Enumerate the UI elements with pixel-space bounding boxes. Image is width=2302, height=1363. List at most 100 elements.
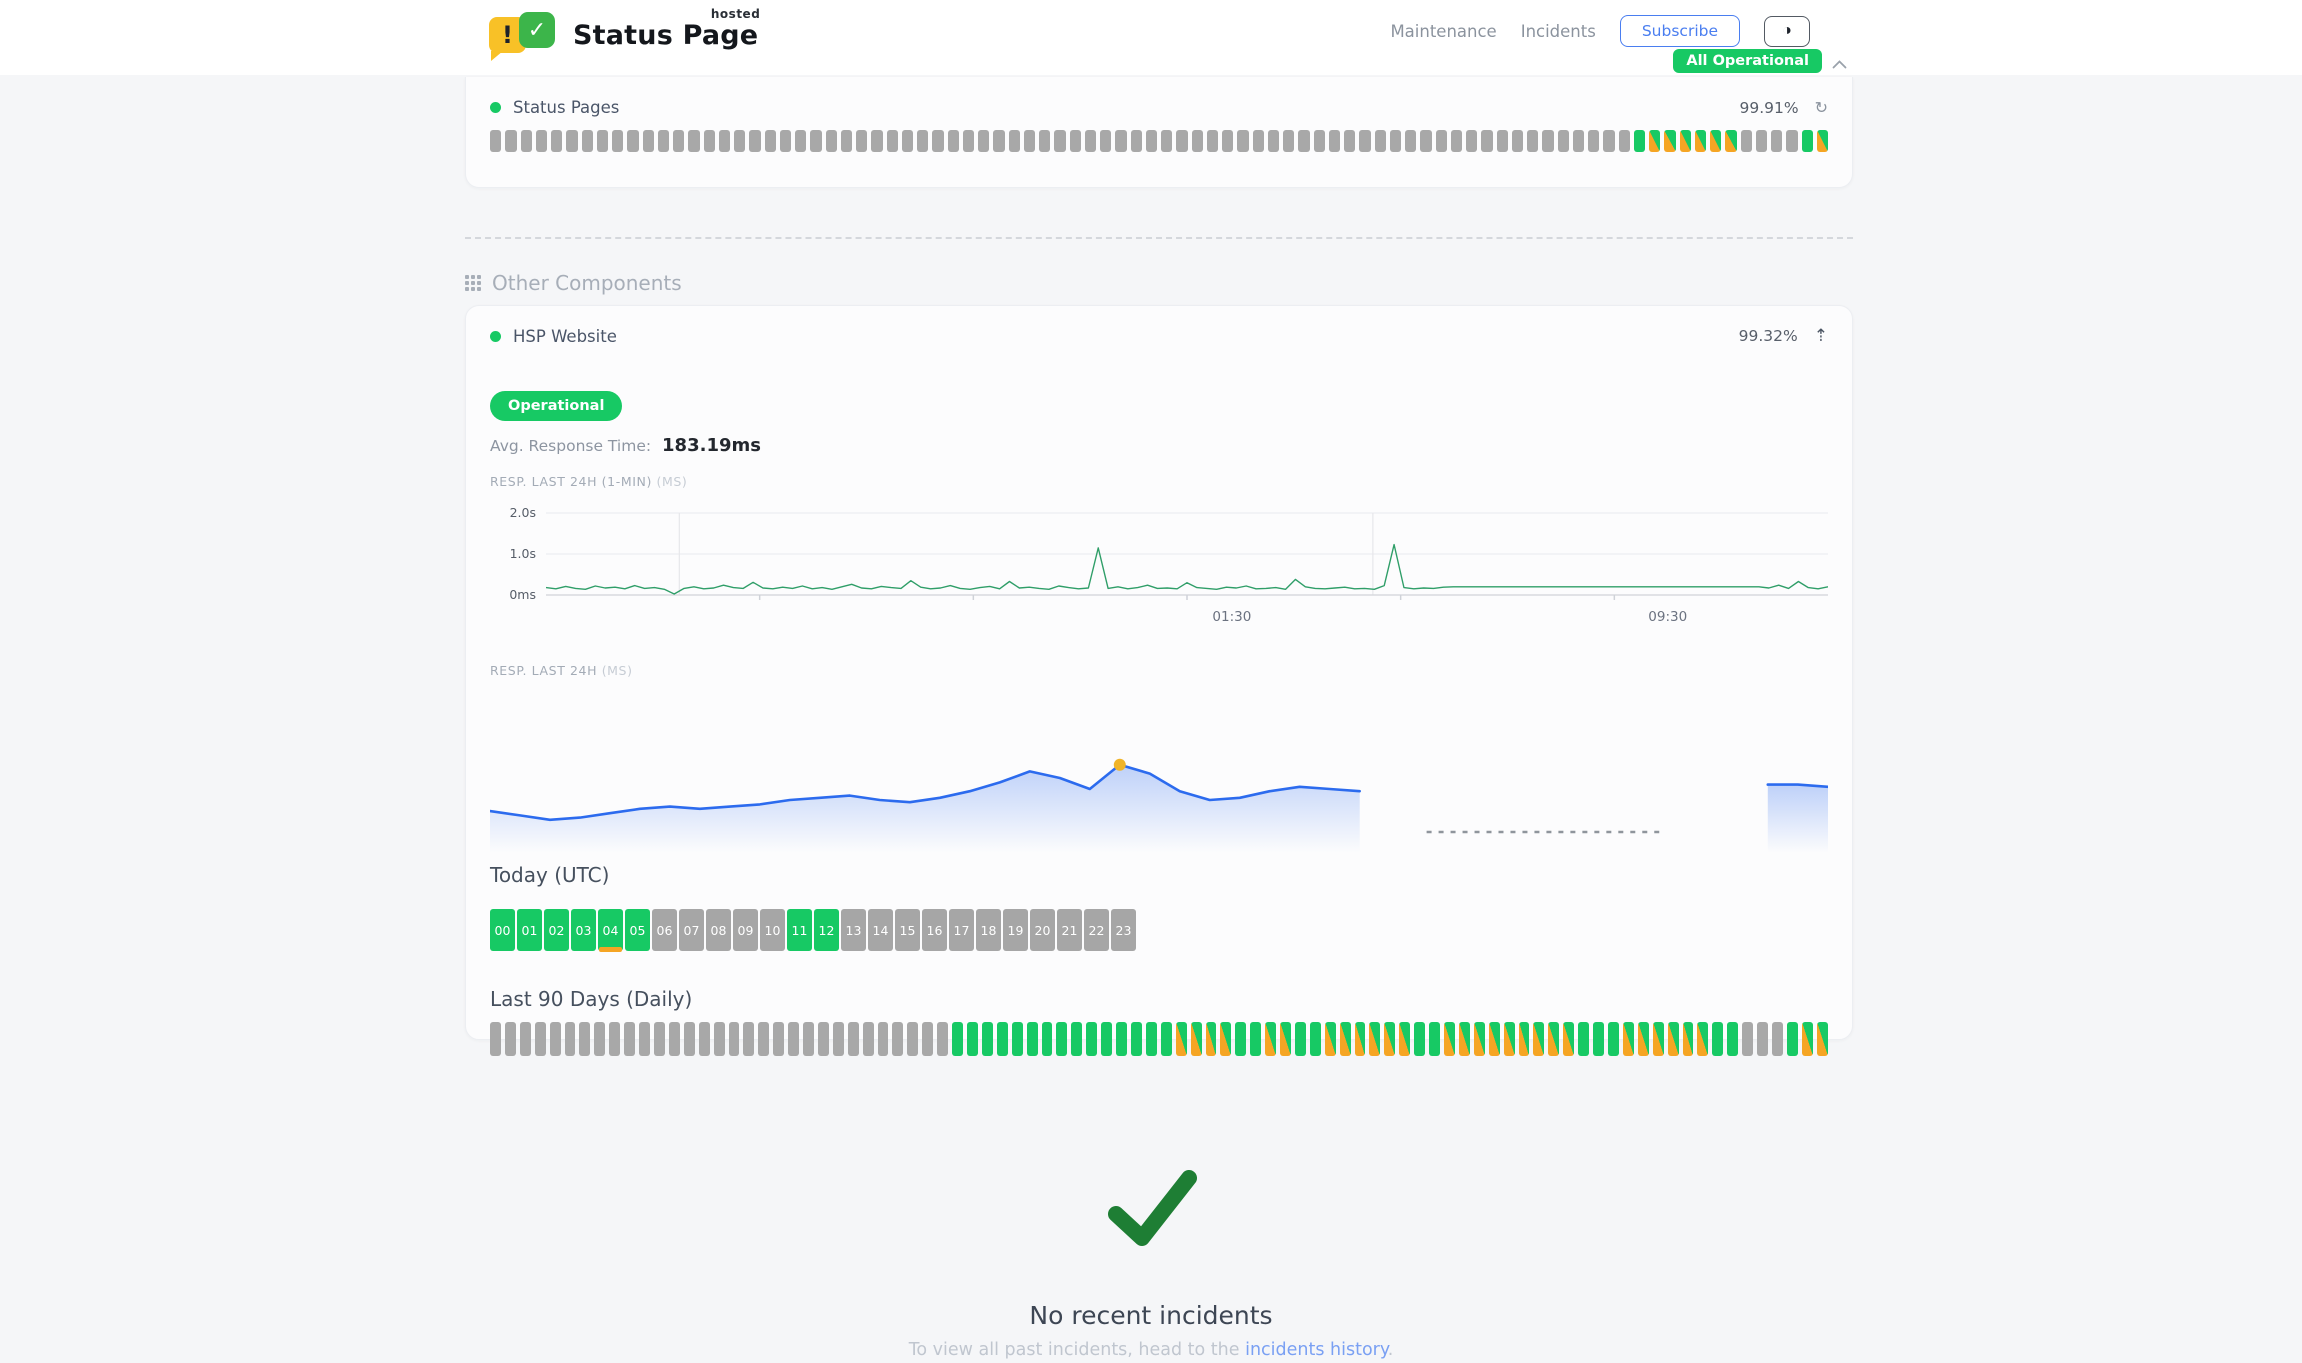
uptime-bar (1712, 1022, 1724, 1056)
hour-cell-04: 04 (598, 909, 623, 952)
header-nav: Maintenance Incidents Subscribe ◑ (1390, 15, 1810, 47)
hour-cell-22: 22 (1084, 909, 1109, 951)
uptime-bar (1100, 130, 1112, 152)
uptime-bar (1116, 1022, 1127, 1056)
uptime-bar (952, 1022, 963, 1056)
uptime-bar (779, 130, 791, 152)
uptime-bar (1727, 1022, 1739, 1056)
uptime-bar (1542, 130, 1554, 152)
uptime-bar (1222, 130, 1234, 152)
uptime-bar (1572, 130, 1584, 152)
uptime-bar (688, 130, 700, 152)
nav-incidents[interactable]: Incidents (1520, 21, 1596, 41)
uptime-bar (996, 1022, 1008, 1056)
hour-cell-06: 06 (652, 909, 677, 951)
uptime-bar (703, 130, 715, 152)
uptime-bar (1235, 1022, 1247, 1056)
uptime-bar (978, 130, 990, 152)
brand-superscript: hosted (710, 6, 761, 21)
hour-cell-20: 20 (1030, 909, 1055, 951)
uptime-bar (1633, 130, 1645, 152)
uptime-bar (1374, 130, 1386, 152)
uptime-bar (579, 1022, 591, 1056)
uptime-bar (535, 130, 547, 152)
theme-toggle-button[interactable]: ◑ (1764, 15, 1810, 47)
uptime-bar (1339, 1022, 1351, 1056)
api-component-card: Status Pages 99.91% ↻ (465, 77, 1853, 188)
uptime-bar (1697, 1022, 1709, 1056)
uptime-bar (1694, 130, 1706, 152)
uptime-bar (566, 130, 578, 152)
uptime-bar (1557, 130, 1569, 152)
uptime-bar (1563, 1022, 1575, 1056)
uptime-bar (932, 130, 944, 152)
uptime-bar (1220, 1022, 1232, 1056)
uptime-bar (937, 1022, 949, 1056)
chevron-up-icon[interactable] (1832, 54, 1847, 73)
overall-status-badge[interactable]: All Operational (1673, 49, 1822, 73)
uptime-bar (1548, 1022, 1560, 1056)
brand-title: Status Page hosted (573, 6, 761, 51)
uptime-bar (1069, 130, 1081, 152)
half-circle-icon: ◑ (1782, 22, 1792, 39)
uptime-bar (520, 130, 532, 152)
uptime-percentage: 99.91% (1739, 98, 1799, 117)
uptime-bar (1588, 130, 1600, 152)
response-chart-24h-1min: 2.0s 1.0s 0ms 01:30 09:30 (490, 503, 1828, 625)
subscribe-button[interactable]: Subscribe (1619, 15, 1740, 47)
uptime-bar (505, 130, 517, 152)
status-dot-green (490, 102, 501, 113)
y-tick-2s: 2.0s (509, 505, 536, 520)
uptime-bar (1488, 1022, 1500, 1056)
uptime-bar (773, 1022, 785, 1056)
uptime-bar (1740, 130, 1752, 152)
uptime-bar (551, 130, 563, 152)
uptime-bar (1816, 1022, 1828, 1056)
section-title-other-components: Other Components (492, 271, 682, 295)
uptime-bar (1265, 1022, 1277, 1056)
hour-cell-13: 13 (841, 909, 866, 951)
uptime-bar (795, 130, 807, 152)
uptime-bar (1496, 130, 1508, 152)
uptime-bar (1533, 1022, 1545, 1056)
uptime-bar (1369, 1022, 1381, 1056)
grid-icon (465, 274, 481, 291)
incidents-footer: No recent incidents To view all past inc… (0, 1165, 2302, 1360)
uptime-bar (1115, 130, 1127, 152)
uptime-bar (534, 1022, 546, 1056)
hour-cell-21: 21 (1057, 909, 1082, 951)
uptime-bar (519, 1022, 531, 1056)
uptime-bar (840, 130, 852, 152)
uptime-percentage: 99.32% (1738, 327, 1798, 345)
uptime-bar (1130, 1022, 1142, 1056)
component-row-status-pages[interactable]: Status Pages 99.91% ↻ (490, 98, 1828, 117)
uptime-bar (1313, 130, 1325, 152)
uptime-bar (1056, 1022, 1068, 1056)
uptime-bar (490, 1022, 501, 1056)
avg-response-value: 183.19ms (662, 435, 761, 456)
incidents-history-link[interactable]: incidents history (1245, 1340, 1388, 1360)
status-dot-green (490, 330, 501, 342)
uptime-bar (947, 130, 959, 152)
hour-cell-00: 00 (490, 909, 515, 951)
uptime-bar (609, 1022, 621, 1056)
chart2-title: RESP. LAST 24H (MS) (490, 663, 633, 678)
uptime-bar (1429, 1022, 1440, 1056)
hour-cell-14: 14 (868, 909, 893, 951)
uptime-bar (1607, 1022, 1619, 1056)
brand-logo[interactable]: ! ✓ Status Page hosted (489, 6, 761, 61)
last-90-days-title: Last 90 Days (Daily) (490, 987, 693, 1011)
hour-incident-marker (599, 947, 622, 952)
refresh-icon[interactable]: ↻ (1814, 98, 1828, 117)
operational-badge: Operational (490, 391, 623, 421)
uptime-bar (1435, 130, 1447, 152)
uptime-bar (907, 1022, 919, 1056)
hour-cell-11: 11 (787, 909, 812, 951)
component-row-hsp-website[interactable]: HSP Website 99.32% ⇡ (490, 326, 1828, 346)
uptime-bar (490, 130, 502, 152)
avg-response-time: Avg. Response Time: 183.19ms (490, 435, 1828, 456)
collapse-up-arrow-icon[interactable]: ⇡ (1813, 326, 1828, 346)
uptime-bar (564, 1022, 576, 1056)
nav-maintenance[interactable]: Maintenance (1390, 21, 1497, 41)
uptime-bar (1622, 1022, 1634, 1056)
